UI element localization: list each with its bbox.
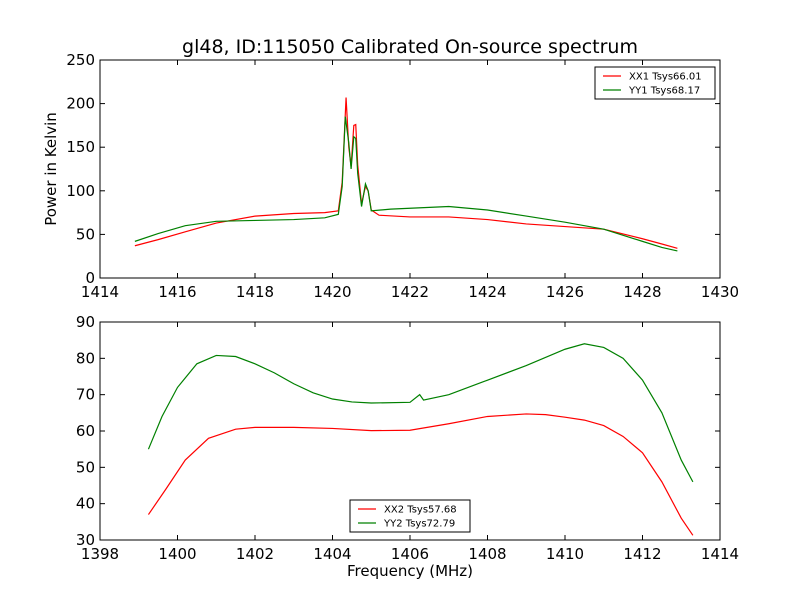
bottom-x-tick-label: 1410 (546, 545, 584, 563)
top-y-tick-label: 100 (66, 182, 95, 200)
bottom-legend: XX2 Tsys57.68 YY2 Tsys72.79 (349, 499, 471, 533)
top-y-axis-label: Power in Kelvin (42, 112, 60, 226)
top-x-tick-label: 1416 (158, 283, 196, 301)
bottom-x-tick-label: 1400 (158, 545, 196, 563)
top-x-tick-label: 1414 (81, 283, 119, 301)
top-legend-box (594, 66, 716, 100)
top-legend: XX1 Tsys66.01 YY1 Tsys68.17 (594, 66, 716, 100)
bottom-series-line-1 (147, 343, 694, 483)
bottom-x-tick-label: 1406 (391, 545, 429, 563)
bottom-y-tick-label: 40 (76, 495, 95, 513)
top-x-tick-label: 1428 (623, 283, 661, 301)
bottom-legend-box (349, 499, 471, 533)
bottom-y-tick-label: 80 (76, 349, 95, 367)
top-x-tick-label: 1420 (313, 283, 351, 301)
top-y-tick-label: 150 (66, 138, 95, 156)
top-legend-label: YY1 Tsys68.17 (628, 86, 700, 97)
top-y-tick-label: 0 (85, 269, 95, 287)
figure-title: gl48, ID:115050 Calibrated On-source spe… (182, 36, 638, 58)
bottom-x-axis-label: Frequency (MHz) (347, 562, 473, 580)
bottom-series-line-0 (147, 413, 694, 536)
bottom-x-tick-label: 1414 (701, 545, 739, 563)
bottom-x-tick-label: 1404 (313, 545, 351, 563)
bottom-x-tick-label: 1398 (81, 545, 119, 563)
top-y-tick-label: 200 (66, 95, 95, 113)
bottom-y-tick-label: 50 (76, 458, 95, 476)
bottom-y-tick-label: 60 (76, 422, 95, 440)
top-series-line-1 (134, 116, 678, 252)
top-x-tick-label: 1426 (546, 283, 584, 301)
bottom-x-tick-label: 1402 (236, 545, 274, 563)
top-y-tick-label: 50 (76, 225, 95, 243)
chart-top-spectrum: 1414 1416 1418 1420 1422 1424 1426 1428 1430 0 50 1… (42, 51, 739, 301)
top-x-tick-label: 1418 (236, 283, 274, 301)
bottom-y-tick-label: 30 (76, 531, 95, 549)
top-y-tick-label: 250 (66, 51, 95, 69)
bottom-x-tick-label: 1408 (468, 545, 506, 563)
bottom-x-tick-label: 1412 (623, 545, 661, 563)
top-legend-label: XX1 Tsys66.01 (629, 72, 702, 83)
top-x-tick-label: 1424 (468, 283, 506, 301)
top-x-tick-label: 1430 (701, 283, 739, 301)
chart-bottom-spectrum: 1398 1400 1402 1404 1406 1408 1410 1412 1414 30 40… (76, 313, 739, 580)
top-x-tick-label: 1422 (391, 283, 429, 301)
bottom-y-tick-label: 90 (76, 313, 95, 331)
bottom-y-tick-label: 70 (76, 386, 95, 404)
bottom-legend-label: YY2 Tsys72.79 (383, 519, 455, 530)
bottom-legend-label: XX2 Tsys57.68 (384, 505, 457, 516)
